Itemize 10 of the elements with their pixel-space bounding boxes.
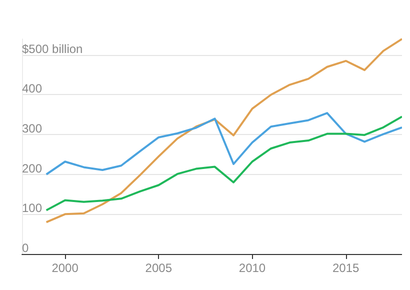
y-tick-label: 100 [22, 201, 42, 216]
y-tick-label: 200 [22, 161, 42, 176]
y-tick-label: 300 [22, 122, 42, 136]
x-tick-label: 2000 [52, 261, 79, 275]
x-tick-label: 2005 [145, 261, 172, 275]
x-tick-label: 2010 [238, 261, 266, 275]
y-tick-label: 0 [22, 241, 29, 255]
x-tick-label: 2015 [332, 261, 360, 275]
y-tick-label: $500 billion [22, 42, 83, 56]
y-tick-label: 400 [22, 82, 42, 96]
